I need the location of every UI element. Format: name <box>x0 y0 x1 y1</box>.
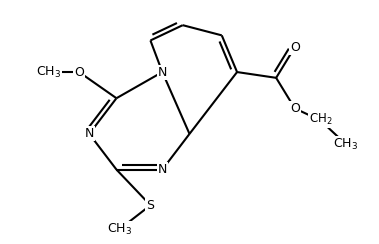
Text: N: N <box>85 127 94 140</box>
Text: O: O <box>74 66 84 79</box>
Text: S: S <box>146 199 154 212</box>
Text: CH$_3$: CH$_3$ <box>107 222 132 237</box>
Text: CH$_3$: CH$_3$ <box>36 64 61 80</box>
Text: O: O <box>290 102 300 115</box>
Text: CH$_2$: CH$_2$ <box>309 112 332 127</box>
Text: O: O <box>290 41 300 54</box>
Text: CH$_3$: CH$_3$ <box>333 137 359 152</box>
Text: N: N <box>158 66 167 79</box>
Text: N: N <box>158 163 167 176</box>
